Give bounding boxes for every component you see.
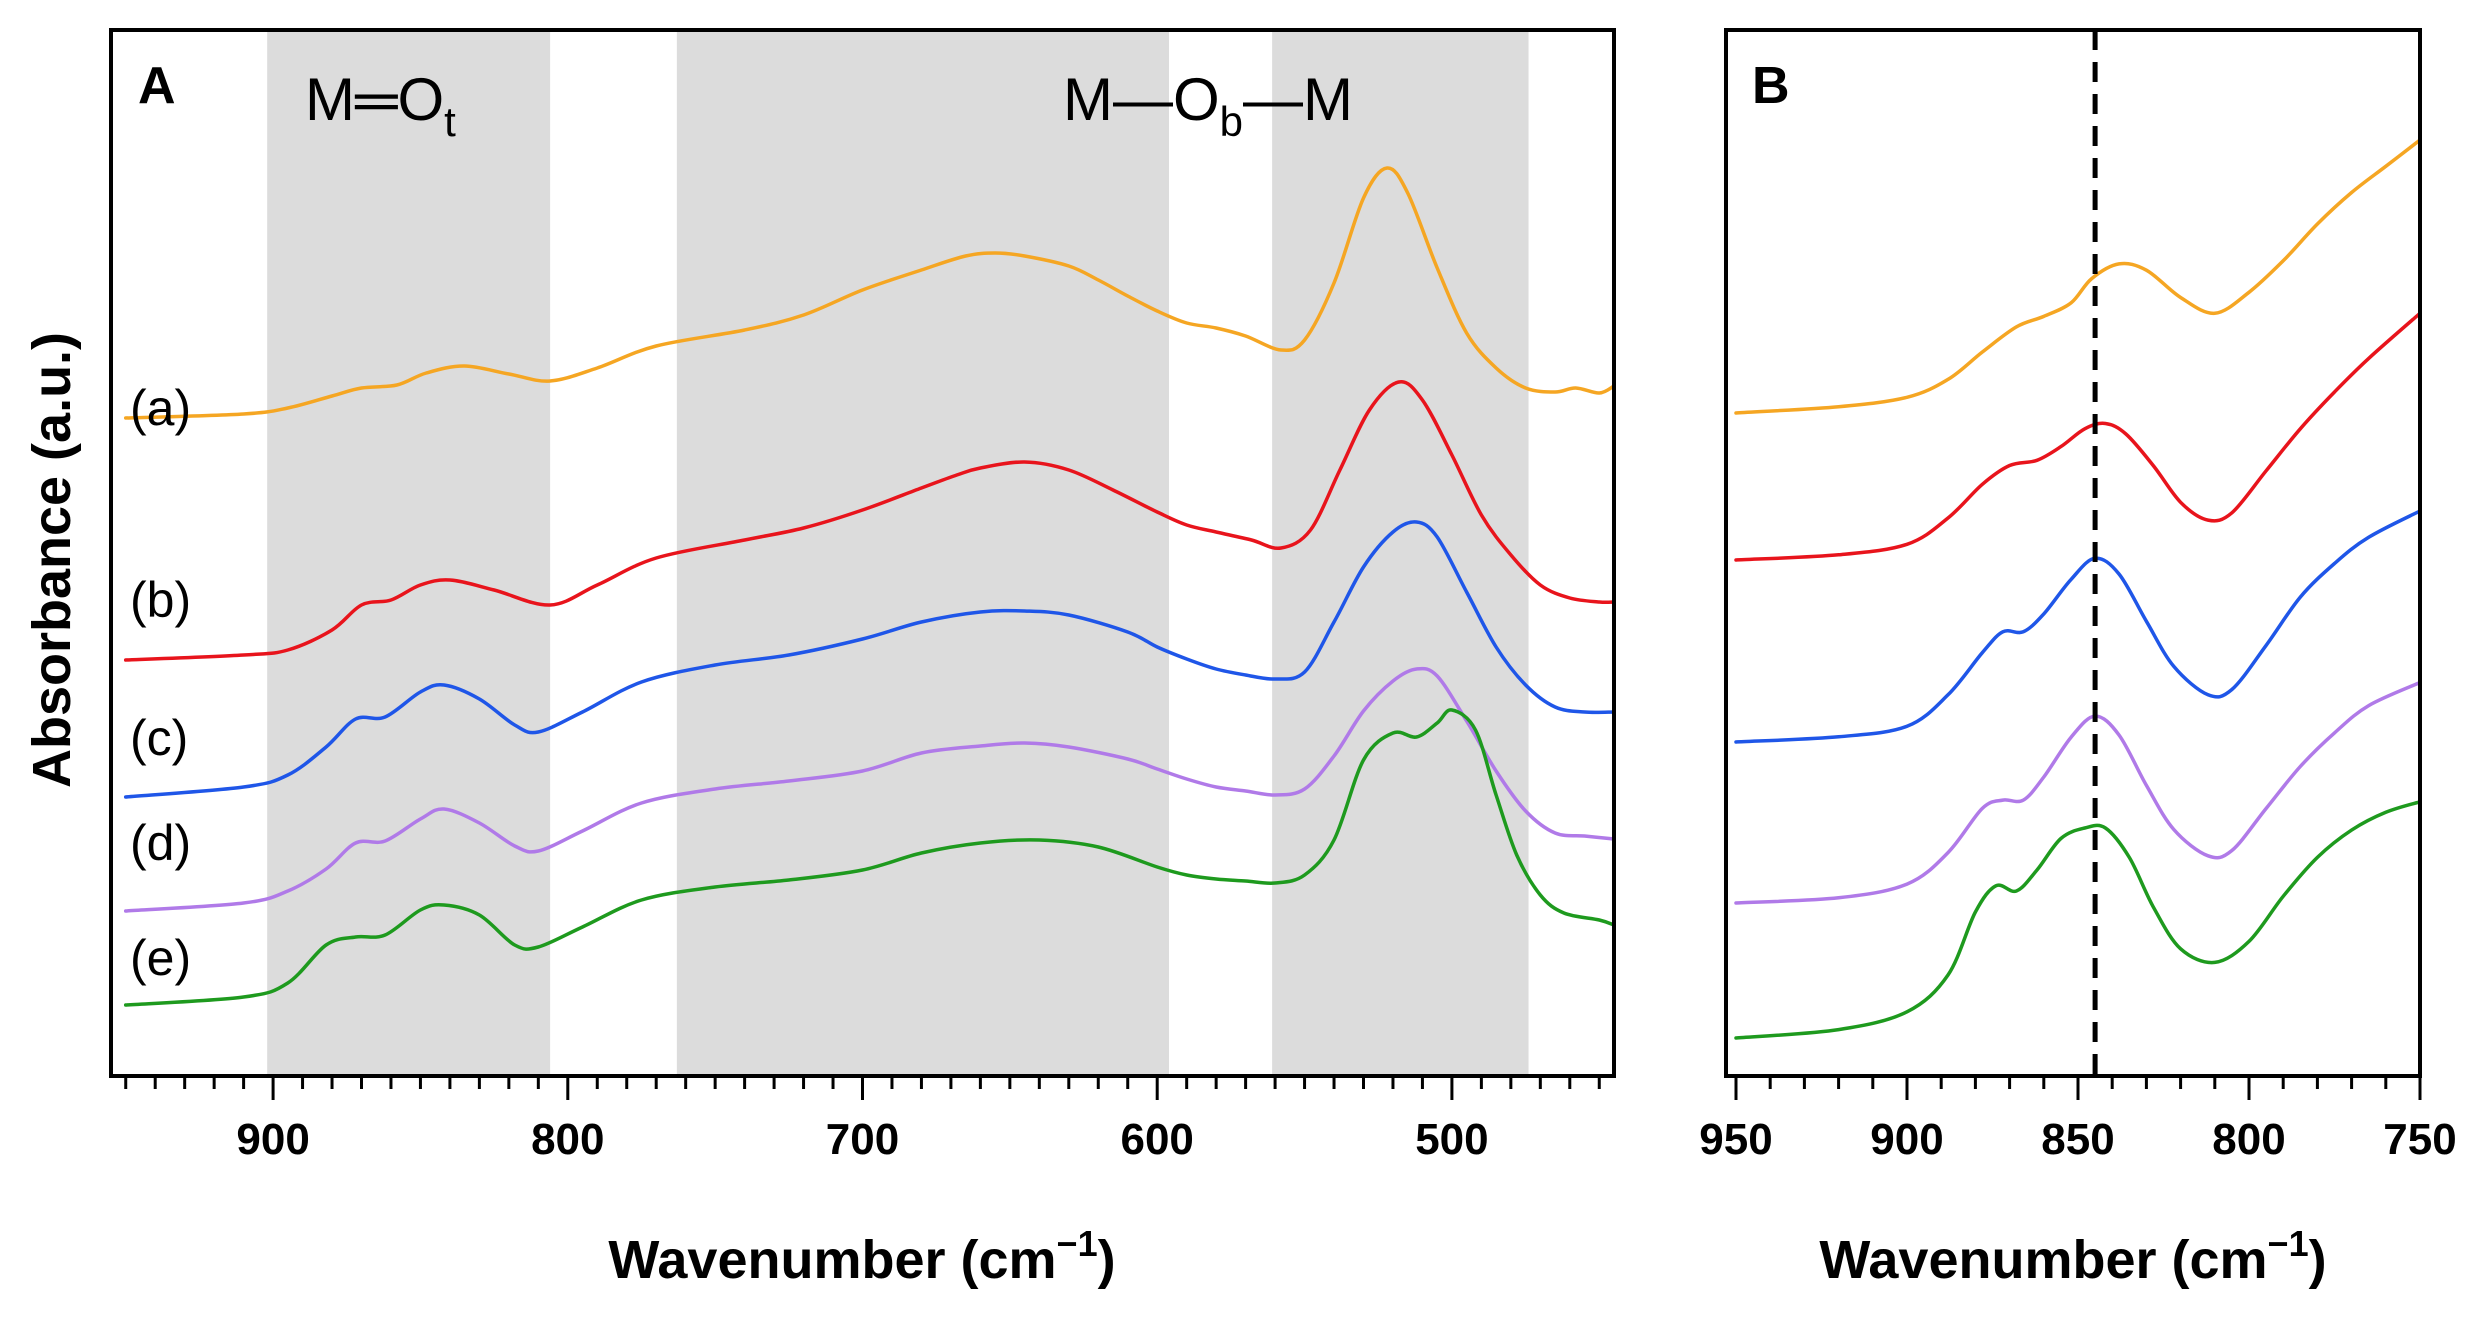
x-tick-label: 950: [1699, 1115, 1772, 1164]
spectrum-b-b: [1734, 311, 2422, 562]
spectrum-a-b: [123, 380, 1616, 662]
x-axis-title-b: Wavenumber (cm−1): [1819, 1223, 2326, 1290]
spectrum-a-e: [123, 708, 1616, 1007]
panel-label-b: B: [1752, 57, 1790, 115]
curve-label-e: (e): [130, 930, 191, 986]
spectrum-b-a: [1734, 138, 2422, 415]
shaded-regions-a: [267, 30, 1529, 1076]
curve-label-c: (c): [130, 710, 188, 766]
x-tick-label: 800: [2212, 1115, 2285, 1164]
spectra-b: [1734, 138, 2422, 1040]
shaded-region-3: [1272, 30, 1529, 1076]
plot-frame-b: [1724, 28, 2422, 1078]
spectra-a: [123, 166, 1616, 1007]
spectrum-b-e: [1734, 800, 2422, 1040]
x-tick-label: 850: [2041, 1115, 2114, 1164]
shaded-region-2: [676, 30, 1169, 1076]
spectrum-b-c: [1734, 509, 2422, 744]
spectrum-a-c: [123, 520, 1616, 799]
panel-a: 900 800 700 600 500 A M═Ot M—Ob—M (a) (b) (c…: [22, 28, 1616, 1290]
x-axis-ticks-b: 950 900 850 800 750: [1699, 1076, 2457, 1164]
x-tick-label: 900: [236, 1115, 309, 1164]
spectrum-a-a: [123, 166, 1616, 420]
y-axis-title: Absorbance (a.u.): [22, 332, 82, 788]
spectrum-b-d: [1734, 680, 2422, 905]
panel-b: 950 900 850 800 750 B Wavenumber (cm−1): [1699, 28, 2457, 1290]
x-axis-title-a: Wavenumber (cm−1): [608, 1223, 1115, 1290]
x-tick-label: 500: [1415, 1115, 1488, 1164]
spectrum-a-d: [123, 666, 1616, 913]
x-tick-label: 900: [1870, 1115, 1943, 1164]
shaded-region-1: [267, 30, 551, 1076]
x-tick-label: 700: [826, 1115, 899, 1164]
panel-label-a: A: [138, 57, 176, 115]
curve-label-d: (d): [130, 815, 191, 871]
x-axis-ticks-a: 900 800 700 600 500: [124, 1076, 1601, 1164]
curve-label-b: (b): [130, 572, 191, 628]
x-tick-label: 600: [1120, 1115, 1193, 1164]
x-tick-label: 750: [2383, 1115, 2456, 1164]
curve-label-a: (a): [130, 380, 191, 436]
terminal-oxygen-label: M═Ot: [305, 66, 456, 145]
bridging-oxygen-label: M—Ob—M: [1063, 66, 1353, 145]
x-tick-label: 800: [531, 1115, 604, 1164]
